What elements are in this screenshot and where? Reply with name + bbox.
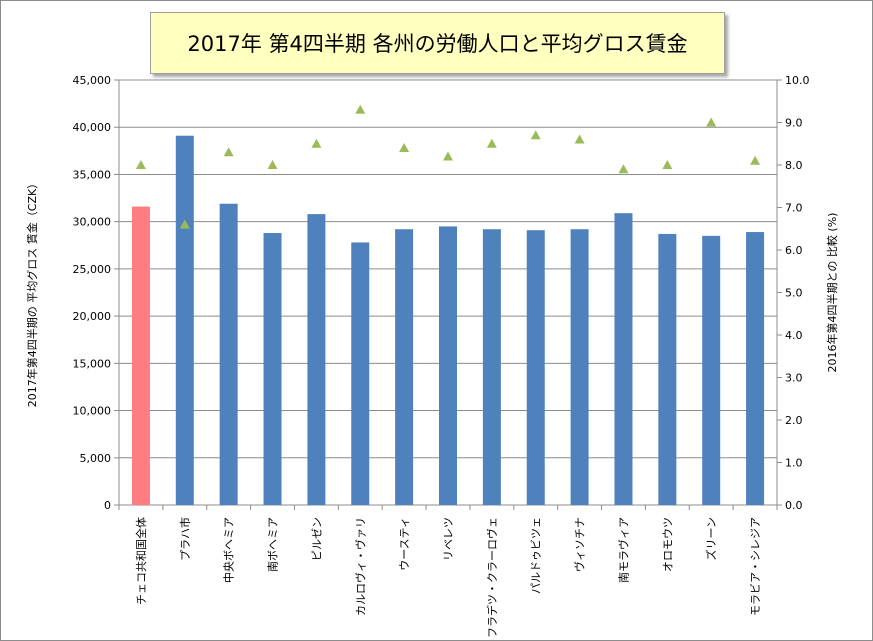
category-label: プラハ市 xyxy=(178,517,192,561)
chart-title: 2017年 第4四半期 各州の労働人口と平均グロス賃金 xyxy=(187,32,688,56)
growth-marker xyxy=(706,117,717,127)
y-tick-label: 10,000 xyxy=(73,405,112,418)
bar xyxy=(263,233,282,505)
y-tick-label: 30,000 xyxy=(73,216,112,229)
y-tick-label: 20,000 xyxy=(73,310,112,323)
growth-marker xyxy=(530,130,541,140)
chart-title-box: 2017年 第4四半期 各州の労働人口と平均グロス賃金 xyxy=(150,12,725,74)
category-label: フラデツ・クラーロヴェ xyxy=(485,517,499,638)
growth-marker xyxy=(399,143,410,152)
category-label: 南モラヴィア xyxy=(616,517,630,583)
category-label: チェコ共和国全体 xyxy=(134,517,148,605)
category-label: ヴィソチナ xyxy=(573,517,587,572)
growth-marker xyxy=(311,138,322,148)
bar xyxy=(131,206,150,506)
y2-tick-label: 9.0 xyxy=(785,117,803,130)
growth-marker xyxy=(267,160,278,169)
y-tick-label: 35,000 xyxy=(73,168,112,181)
y2-tick-label: 5.0 xyxy=(785,287,803,300)
bar xyxy=(351,242,370,505)
bar xyxy=(175,135,194,505)
y2-tick-label: 2.0 xyxy=(785,414,803,427)
y2-tick-label: 6.0 xyxy=(785,244,803,257)
y2-tick-label: 8.0 xyxy=(785,159,803,172)
growth-marker xyxy=(443,151,453,161)
y-tick-label: 15,000 xyxy=(73,357,112,370)
y2-tick-label: 3.0 xyxy=(785,372,803,385)
bar xyxy=(702,235,721,506)
category-label: オロモウツ xyxy=(661,517,674,572)
category-label: リベレツ xyxy=(442,517,455,561)
bar xyxy=(439,226,457,505)
y-tick-label: 5,000 xyxy=(80,452,112,465)
category-label: パルドゥビツェ xyxy=(530,517,543,594)
growth-marker xyxy=(135,160,146,169)
y2-tick-label: 0.0 xyxy=(785,499,803,512)
bar xyxy=(614,213,633,505)
y-tick-label: 0 xyxy=(104,499,111,512)
bar xyxy=(307,214,326,505)
bar xyxy=(526,230,545,505)
growth-marker xyxy=(223,147,234,157)
y2-tick-label: 4.0 xyxy=(785,329,803,342)
growth-marker xyxy=(486,138,497,148)
growth-marker xyxy=(662,160,673,169)
y2-tick-label: 10.0 xyxy=(785,74,810,87)
category-label: ピルゼン xyxy=(310,517,323,561)
bar xyxy=(482,229,501,505)
category-label: ズリーン xyxy=(704,517,718,560)
y-axis-title: 2017年第4四半期の 平均グロス 賃金（CZK） xyxy=(25,178,39,407)
growth-marker xyxy=(574,134,585,144)
category-label: 中央ボヘミア xyxy=(223,517,236,583)
bar xyxy=(746,232,765,506)
y2-tick-label: 7.0 xyxy=(785,202,803,215)
category-label: モラビア・シレジア xyxy=(749,517,762,616)
growth-marker xyxy=(179,219,190,229)
growth-marker xyxy=(618,164,629,174)
y2-axis-title: 2016年第4四半期との 比較 (%) xyxy=(825,213,839,373)
growth-marker xyxy=(750,155,761,165)
bar xyxy=(658,233,677,505)
category-label: ウースティ xyxy=(398,517,411,571)
bar xyxy=(219,203,238,505)
category-label: 南ボヘミア xyxy=(267,517,280,572)
bar xyxy=(570,229,589,505)
y2-tick-label: 1.0 xyxy=(785,457,803,470)
bar xyxy=(395,229,414,505)
y-tick-label: 40,000 xyxy=(73,121,112,134)
growth-marker xyxy=(355,104,366,114)
category-label: カルロヴィ・ヴァリ xyxy=(353,517,367,616)
y-tick-label: 45,000 xyxy=(73,74,112,87)
y-tick-label: 25,000 xyxy=(73,263,112,276)
